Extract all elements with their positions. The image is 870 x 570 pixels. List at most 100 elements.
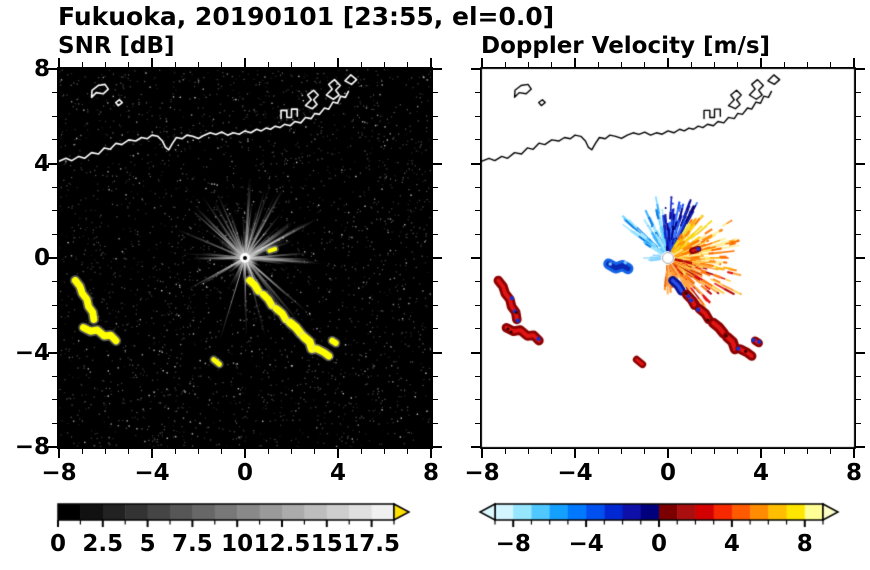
axis-tick: [853, 58, 855, 67]
axis-tick: [471, 351, 480, 354]
colorbars: [0, 496, 870, 530]
axis-tick: [433, 92, 438, 94]
axis-tick: [713, 62, 716, 67]
axis-tick: [433, 115, 438, 117]
axis-tick: [856, 210, 861, 212]
axis-tick: [244, 449, 246, 458]
axis-tick: [290, 449, 293, 454]
axis-tick: [475, 210, 480, 212]
axis-tick: [667, 58, 669, 67]
axis-tick: [690, 62, 692, 67]
axis-tick: [52, 375, 57, 377]
axis-tick: [174, 449, 176, 454]
colorbar-tick-label: 0: [49, 531, 66, 557]
axis-tick: [314, 62, 316, 67]
x-tick-label: −4: [134, 460, 170, 486]
axis-tick: [221, 62, 223, 67]
axis-tick: [81, 62, 83, 67]
axis-tick: [337, 58, 339, 67]
x-tick-label: 4: [329, 460, 346, 486]
colorbar-tick-label: 0: [650, 531, 667, 557]
axis-tick: [856, 139, 861, 141]
axis-tick: [52, 186, 57, 188]
axis-tick: [856, 351, 865, 354]
axis-tick: [151, 449, 153, 458]
axis-tick: [830, 62, 832, 67]
axis-tick: [52, 304, 57, 306]
axis-tick: [856, 422, 861, 424]
axis-tick: [783, 62, 785, 67]
axis-tick: [597, 449, 599, 454]
axis-tick: [58, 58, 60, 67]
axis-tick: [360, 62, 362, 67]
axis-tick: [856, 446, 865, 448]
axis-tick: [856, 328, 861, 330]
axis-tick: [527, 449, 530, 454]
axis-tick: [856, 399, 861, 401]
axis-tick: [475, 115, 480, 117]
axis-tick: [433, 422, 438, 424]
axis-tick: [475, 92, 480, 94]
axis-tick: [574, 58, 576, 67]
axis-tick: [383, 62, 386, 67]
axis-tick: [856, 92, 861, 94]
axis-tick: [433, 233, 438, 235]
axis-tick: [644, 449, 646, 454]
axis-tick: [383, 449, 386, 454]
colorbar-tick-label: −8: [495, 531, 531, 557]
y-tick-label: 8: [33, 56, 50, 82]
axis-tick: [475, 304, 480, 306]
axis-tick: [433, 210, 438, 212]
axis-tick: [471, 257, 480, 259]
axis-tick: [475, 233, 480, 235]
axis-tick: [267, 449, 269, 454]
axis-tick: [433, 375, 438, 377]
x-tick-label: −4: [557, 460, 593, 486]
axis-tick: [58, 449, 60, 458]
axis-tick: [475, 139, 480, 141]
axis-tick: [48, 257, 57, 259]
axis-tick: [475, 281, 480, 283]
axis-tick: [690, 449, 692, 454]
axis-tick: [433, 351, 442, 354]
x-tick-label: 8: [422, 460, 439, 486]
axis-tick: [48, 351, 57, 354]
axis-tick: [337, 449, 339, 458]
axis-tick: [481, 58, 483, 67]
axis-tick: [433, 446, 442, 448]
doppler-velocity-radar-plot: [480, 67, 856, 449]
colorbar-tick-label: 12.5: [253, 531, 311, 557]
snr-radar-plot: [57, 67, 433, 449]
axis-tick: [644, 62, 646, 67]
axis-tick: [713, 449, 716, 454]
axis-tick: [197, 449, 200, 454]
axis-tick: [574, 449, 576, 458]
axis-tick: [221, 449, 223, 454]
axis-tick: [856, 186, 861, 188]
axis-tick: [737, 62, 739, 67]
axis-tick: [433, 186, 438, 188]
x-tick-label: −8: [464, 460, 500, 486]
x-tick-label: −8: [41, 460, 77, 486]
axis-tick: [433, 257, 442, 259]
axis-tick: [471, 162, 480, 165]
axis-tick: [760, 449, 762, 458]
axis-tick: [760, 58, 762, 67]
axis-tick: [856, 162, 865, 165]
axis-tick: [667, 449, 669, 458]
x-tick-label: 0: [236, 460, 253, 486]
colorbar-tick-label: 4: [723, 531, 740, 557]
colorbar-tick-label: 7.5: [172, 531, 213, 557]
axis-tick: [475, 186, 480, 188]
axis-tick: [52, 233, 57, 235]
axis-tick: [783, 449, 785, 454]
axis-tick: [244, 58, 246, 67]
axis-tick: [504, 449, 506, 454]
colorbar-tick-label: 10: [221, 531, 254, 557]
axis-tick: [620, 62, 623, 67]
axis-tick: [407, 449, 409, 454]
y-tick-label: 4: [33, 150, 50, 177]
axis-tick: [407, 62, 409, 67]
axis-tick: [314, 449, 316, 454]
axis-tick: [527, 62, 530, 67]
